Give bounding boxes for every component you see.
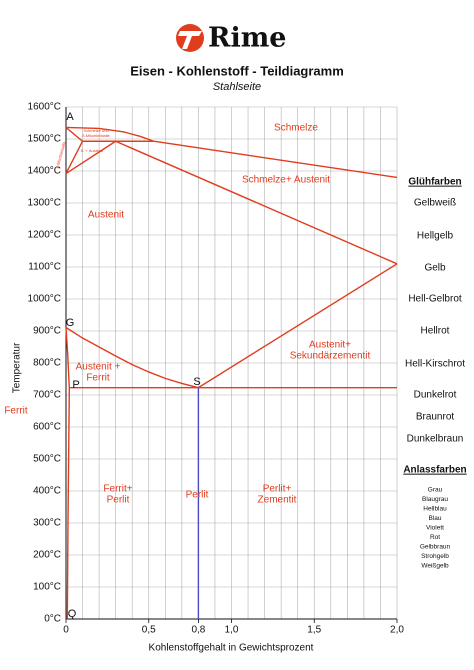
region-label: Ferrit	[4, 406, 28, 417]
region-label: Ferrit+	[103, 484, 132, 495]
phase-line	[198, 263, 398, 389]
temper-color: Blau	[428, 515, 441, 522]
x-tick-label: 0	[63, 625, 69, 636]
x-tick-label: 0,8	[191, 625, 205, 636]
region-label: Perlit	[186, 490, 209, 501]
region-label: Austenit+	[309, 340, 351, 351]
region-label: Schmelze und	[83, 128, 108, 133]
y-tick-label: 700°C	[33, 390, 61, 401]
y-tick-label: 1000°C	[28, 294, 61, 305]
phase-line	[65, 126, 83, 142]
glow-color: Hellrot	[421, 326, 450, 337]
logo: Rime	[176, 23, 286, 54]
region-label: Sekundärzementit	[290, 351, 371, 362]
glow-color: Dunkelbraun	[407, 434, 464, 445]
glow-colors-title: Glühfarben	[408, 177, 461, 188]
glow-color: Hellgelb	[417, 231, 454, 242]
y-tick-label: 300°C	[33, 518, 61, 529]
glow-color: Gelbweiß	[414, 198, 456, 209]
logo-glyph	[178, 31, 202, 49]
y-axis-label: Temperatur	[12, 342, 23, 393]
y-tick-label: 1600°C	[28, 102, 61, 113]
region-label: Zementit	[258, 495, 297, 506]
phase-line	[65, 140, 84, 174]
chart-subtitle: Stahlseite	[213, 81, 261, 93]
temper-color: Strohgelb	[421, 553, 449, 560]
phase-line	[66, 387, 71, 620]
phase-line	[65, 327, 71, 388]
y-tick-label: 1500°C	[28, 134, 61, 145]
y-tick-label: 1300°C	[28, 198, 61, 209]
glow-color: Gelb	[424, 263, 446, 274]
y-tick-label: 400°C	[33, 486, 61, 497]
phase-line	[65, 126, 154, 142]
y-tick-label: 1100°C	[28, 262, 61, 273]
region-label: Perlit	[107, 495, 130, 506]
glow-color: Dunkelrot	[414, 390, 457, 401]
region-label: Schmelze	[274, 123, 318, 134]
y-tick-label: 1400°C	[28, 166, 61, 177]
phase-line	[65, 326, 199, 389]
brand: Rime	[208, 23, 286, 54]
point-label: P	[72, 379, 79, 391]
temper-color: Weißgelb	[421, 563, 449, 570]
region-label: δ- + Austenit	[81, 148, 104, 153]
region-label: Perlit+	[263, 484, 292, 495]
temper-color: Blaugrau	[422, 496, 448, 503]
temper-color: Violett	[426, 525, 444, 532]
glow-color: Hell-Gelbrot	[408, 294, 462, 305]
point-label: Q	[68, 608, 77, 620]
y-tick-label: 500°C	[33, 454, 61, 465]
region-label: Austenit	[88, 210, 124, 221]
temper-color: Hellblau	[423, 506, 447, 513]
temper-color: Gelbbraun	[420, 544, 451, 551]
y-tick-label: 100°C	[33, 582, 61, 593]
phase-line	[115, 140, 398, 265]
chart-title: Eisen - Kohlenstoff - Teildiagramm	[130, 63, 344, 78]
region-label: Ferrit	[86, 373, 110, 384]
point-label: G	[66, 317, 75, 329]
y-tick-label: 600°C	[33, 422, 61, 433]
glow-color: Hell-Kirschrot	[405, 359, 465, 370]
point-label: S	[193, 376, 200, 388]
phase-line	[65, 140, 117, 175]
y-tick-label: 800°C	[33, 358, 61, 369]
phase-line	[153, 140, 398, 179]
x-axis-label: Kohlenstoffgehalt in Gewichtsprozent	[149, 643, 314, 654]
x-tick-label: 2,0	[390, 625, 404, 636]
temper-color: Rot	[430, 534, 440, 541]
temper-color: Grau	[428, 487, 443, 494]
y-tick-label: 0°C	[44, 614, 61, 625]
region-label: Austenit +	[76, 362, 121, 373]
x-tick-label: 1,0	[225, 625, 239, 636]
y-tick-label: 1200°C	[28, 230, 61, 241]
x-tick-label: 0,5	[142, 625, 156, 636]
point-label: A	[66, 111, 74, 123]
glow-color: Braunrot	[416, 412, 455, 423]
temper-colors-title: Anlassfarben	[403, 465, 466, 476]
y-tick-label: 200°C	[33, 550, 61, 561]
region-label: δ-Mischkristalle	[82, 133, 110, 138]
x-tick-label: 1,5	[307, 625, 321, 636]
region-label: Schmelze+ Austenit	[242, 175, 330, 186]
y-tick-label: 900°C	[33, 326, 61, 337]
